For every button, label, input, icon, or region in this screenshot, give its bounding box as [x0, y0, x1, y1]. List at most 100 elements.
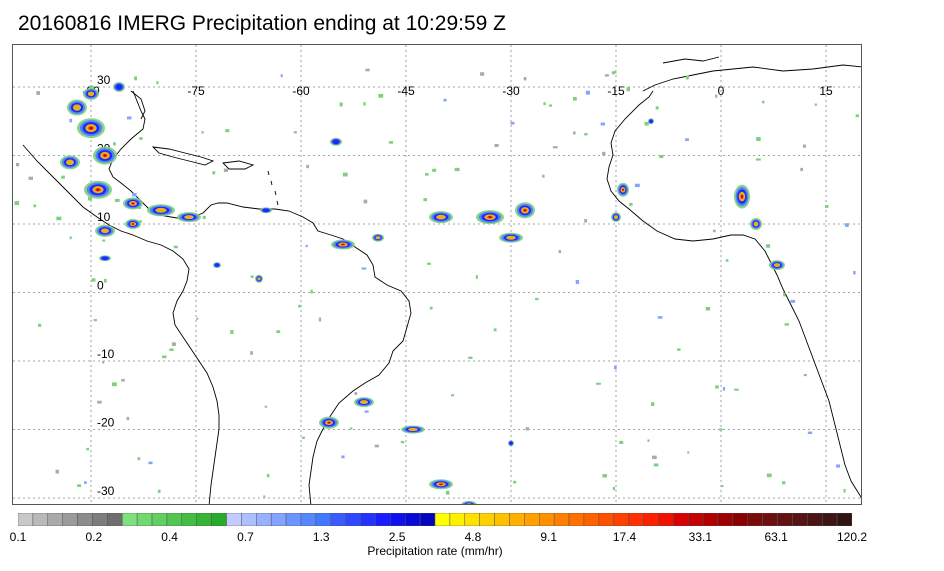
- precip-speck: [783, 292, 786, 297]
- precip-speck: [445, 490, 450, 495]
- precip-speck: [302, 436, 305, 439]
- precip-speck: [790, 299, 796, 303]
- precip-speck: [342, 172, 348, 177]
- precip-cell: [408, 427, 418, 432]
- precip-speck: [33, 204, 37, 208]
- precip-speck: [575, 279, 580, 284]
- precip-speck: [121, 378, 125, 382]
- precip-speck: [652, 455, 657, 460]
- colorbar: [18, 513, 852, 526]
- precip-speck: [585, 90, 590, 95]
- precip-speck: [721, 485, 724, 488]
- precip-speck: [685, 75, 689, 80]
- colorbar-tick-label: 4.8: [464, 530, 482, 544]
- colorbar-swatch: [136, 513, 153, 526]
- longitude-label: -45: [397, 84, 415, 98]
- precip-speck: [102, 361, 105, 364]
- precip-speck: [91, 278, 96, 282]
- precip-speck: [223, 168, 229, 172]
- precip-speck: [629, 202, 633, 206]
- precip-speck: [361, 267, 367, 270]
- precip-cell: [614, 215, 618, 220]
- precip-cell: [214, 263, 220, 267]
- precip-speck: [513, 480, 517, 484]
- precip-speck: [306, 164, 309, 169]
- precip-speck: [600, 122, 606, 126]
- precip-speck: [855, 114, 859, 118]
- precip-speck: [104, 278, 107, 283]
- map-title: 20160816 IMERG Precipitation ending at 1…: [18, 12, 506, 35]
- precip-speck: [15, 162, 20, 167]
- longitude-label: -60: [292, 84, 310, 98]
- coastline-florida: [130, 90, 146, 120]
- colorbar-swatch: [300, 513, 317, 526]
- precip-speck: [56, 216, 62, 221]
- graticule: [13, 45, 861, 504]
- precip-speck: [784, 323, 790, 326]
- colorbar-swatch: [32, 513, 49, 526]
- precip-speck: [604, 74, 609, 77]
- precip-core: [341, 243, 345, 246]
- precip-speck: [425, 173, 429, 176]
- precip-speck: [803, 374, 807, 377]
- colorbar-swatch: [151, 513, 168, 526]
- latitude-label: -20: [97, 416, 115, 430]
- coastline-hispaniola: [222, 160, 255, 170]
- precip-speck: [432, 168, 437, 172]
- precip-speck: [88, 196, 93, 201]
- precip-speck: [378, 93, 384, 98]
- precip-cell: [649, 119, 653, 124]
- precip-speck: [634, 183, 640, 188]
- colorbar-swatch: [821, 513, 838, 526]
- precip-cell: [773, 263, 781, 268]
- precip-speck: [715, 385, 719, 389]
- precip-speck: [429, 306, 433, 310]
- precip-speck: [612, 486, 616, 491]
- precip-speck: [451, 394, 455, 397]
- precip-speck: [400, 440, 405, 444]
- colorbar-swatch: [285, 513, 302, 526]
- colorbar-swatch: [315, 513, 332, 526]
- precip-speck: [250, 275, 254, 278]
- precip-speck: [657, 316, 663, 319]
- precip-speck: [573, 131, 576, 135]
- colorbar-swatch: [553, 513, 570, 526]
- colorbar-swatch: [628, 513, 644, 526]
- precip-speck: [202, 215, 206, 219]
- precip-speck: [126, 416, 130, 421]
- precip-speck: [722, 387, 726, 391]
- precip-speck: [114, 198, 120, 202]
- precip-cell: [155, 207, 167, 213]
- colorbar-swatch: [166, 513, 183, 526]
- precip-speck: [171, 342, 176, 346]
- colorbar-swatch: [762, 513, 778, 526]
- precip-speck: [264, 405, 268, 408]
- precip-speck: [558, 250, 562, 254]
- coastline-west-americas: [22, 144, 220, 504]
- precip-speck: [127, 116, 132, 120]
- precip-speck: [157, 489, 161, 493]
- colorbar-swatch: [613, 513, 629, 526]
- precip-speck: [614, 365, 617, 370]
- precip-speck: [802, 144, 806, 148]
- precip-speck: [824, 205, 829, 208]
- precip-speck: [611, 71, 615, 75]
- precip-core: [131, 202, 135, 205]
- precip-speck: [573, 97, 577, 101]
- precip-cell: [753, 221, 759, 227]
- coastline-iberia: [662, 56, 720, 64]
- colorbar-tick-label: 0.7: [237, 530, 254, 544]
- colorbar-swatch: [62, 513, 78, 526]
- colorbar-swatch: [732, 513, 748, 526]
- precip-speck: [69, 236, 72, 240]
- colorbar-swatch: [583, 513, 600, 526]
- precip-speck: [734, 388, 739, 391]
- precip-speck: [475, 275, 478, 279]
- precip-speck: [480, 72, 485, 76]
- coastlines: [22, 56, 861, 504]
- precip-speck: [363, 102, 366, 106]
- precip-speck: [602, 474, 608, 478]
- precip-cell: [360, 400, 368, 405]
- colorbar-tick-label: 0.2: [85, 530, 103, 544]
- colorbar-swatch: [539, 513, 555, 526]
